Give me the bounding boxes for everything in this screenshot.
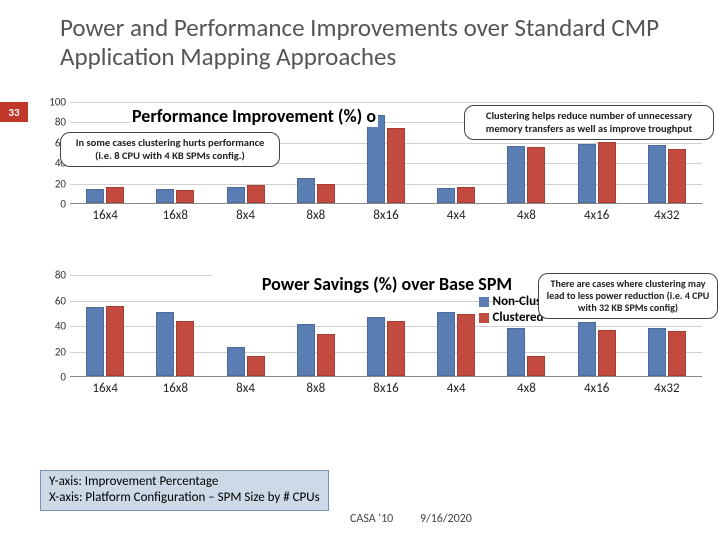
x-tick-label: 8x16 [351,381,421,396]
bar-nonclustered [156,189,174,203]
y-tick-label: 100 [40,96,66,109]
bar-clustered [527,147,545,203]
power-chart-title: Power Savings (%) over Base SPM [212,273,562,295]
x-tick-label: 16x4 [70,381,140,396]
slide-number-badge: 33 [0,102,28,122]
y-tick-label: 80 [40,269,66,282]
bar-clustered [387,128,405,203]
x-tick-label: 16x4 [70,208,140,223]
bar-nonclustered [86,307,104,376]
bar-nonclustered [367,317,385,376]
bar-clustered [317,184,335,203]
bar-nonclustered [437,312,455,376]
footnote-line2: X-axis: Platform Configuration – SPM Siz… [49,490,320,506]
callout-power-less: There are cases where clustering may lea… [538,273,718,319]
bar-nonclustered [437,188,455,203]
bar-clustered [176,321,194,376]
bar-nonclustered [297,178,315,204]
x-tick-label: 4x4 [421,381,491,396]
bar-nonclustered [648,145,666,203]
y-tick-label: 0 [40,371,66,384]
perf-x-axis: 16x416x88x48x88x164x44x84x164x32 [70,208,702,223]
x-tick-label: 8x4 [210,208,280,223]
bar-clustered [106,306,124,376]
callout-perf-hurt: In some cases clustering hurts performan… [60,132,280,167]
bar-clustered [317,334,335,376]
x-tick-label: 4x32 [632,381,702,396]
bar-clustered [176,190,194,203]
x-tick-label: 4x32 [632,208,702,223]
x-tick-label: 16x8 [140,208,210,223]
bar-clustered [668,331,686,376]
power-x-axis: 16x416x88x48x88x164x44x84x164x32 [70,381,702,396]
x-tick-label: 4x8 [491,208,561,223]
bar-group [86,275,124,376]
bar-nonclustered [227,347,245,376]
y-tick-label: 40 [40,320,66,333]
bar-clustered [457,187,475,203]
bar-clustered [247,356,265,376]
callout-clustering-benefit: Clustering helps reduce number of unnece… [464,105,714,140]
bar-group [156,275,194,376]
x-tick-label: 4x16 [562,381,632,396]
legend-swatch-clustered [479,313,489,323]
bar-nonclustered [507,146,525,203]
footnote-line1: Y-axis: Improvement Percentage [49,474,320,490]
axis-explanation: Y-axis: Improvement Percentage X-axis: P… [40,470,329,511]
x-tick-label: 4x8 [491,381,561,396]
y-tick-label: 80 [40,116,66,129]
x-tick-label: 16x8 [140,381,210,396]
bar-nonclustered [578,322,596,376]
bar-nonclustered [156,312,174,376]
x-tick-label: 8x16 [351,208,421,223]
y-tick-label: 20 [40,177,66,190]
legend-label-clustered: Clustered [493,310,544,325]
x-tick-label: 8x8 [281,208,351,223]
footer-date: 9/16/2020 [420,512,472,526]
bar-clustered [106,187,124,203]
bar-clustered [598,142,616,203]
bar-clustered [457,314,475,376]
bar-clustered [527,356,545,376]
x-tick-label: 8x8 [281,381,351,396]
bar-clustered [247,185,265,203]
x-tick-label: 8x4 [210,381,280,396]
footer-conference: CASA '10 [350,512,393,526]
perf-chart-title: Performance Improvement (%) o [130,105,378,127]
bar-nonclustered [367,115,385,203]
x-tick-label: 4x16 [562,208,632,223]
bar-clustered [668,149,686,203]
y-tick-label: 60 [40,294,66,307]
y-tick-label: 0 [40,198,66,211]
x-tick-label: 4x4 [421,208,491,223]
bar-nonclustered [227,187,245,203]
bar-nonclustered [648,328,666,376]
bar-nonclustered [297,324,315,376]
legend-swatch-nonclustered [479,297,489,307]
bar-clustered [598,330,616,376]
bar-nonclustered [86,189,104,203]
bar-clustered [387,321,405,376]
bar-nonclustered [507,328,525,376]
slide-title: Power and Performance Improvements over … [0,0,720,80]
bar-nonclustered [578,144,596,203]
y-tick-label: 20 [40,345,66,358]
